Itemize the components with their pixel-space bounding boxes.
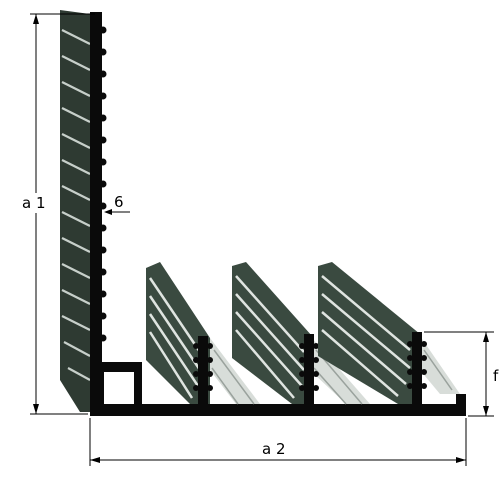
vertical-wall [60,10,107,414]
base-plate [90,404,466,416]
label-a1: a 1 [22,194,46,212]
dimension-f [424,331,494,417]
dimension-wall-thickness [104,209,130,215]
wall-stripes [61,29,91,381]
wall-face [60,10,90,412]
dimension-a1 [30,13,95,415]
corner-box [96,362,142,412]
wall-ribs [99,26,107,342]
label-wall-thickness: 6 [114,193,124,211]
label-f: f [493,367,499,385]
dimension-a2 [89,418,467,466]
fin-3 [318,262,460,406]
label-a2: a 2 [262,440,286,458]
fin-1 [146,262,260,406]
base-end [456,394,466,416]
wall-section [90,12,102,414]
